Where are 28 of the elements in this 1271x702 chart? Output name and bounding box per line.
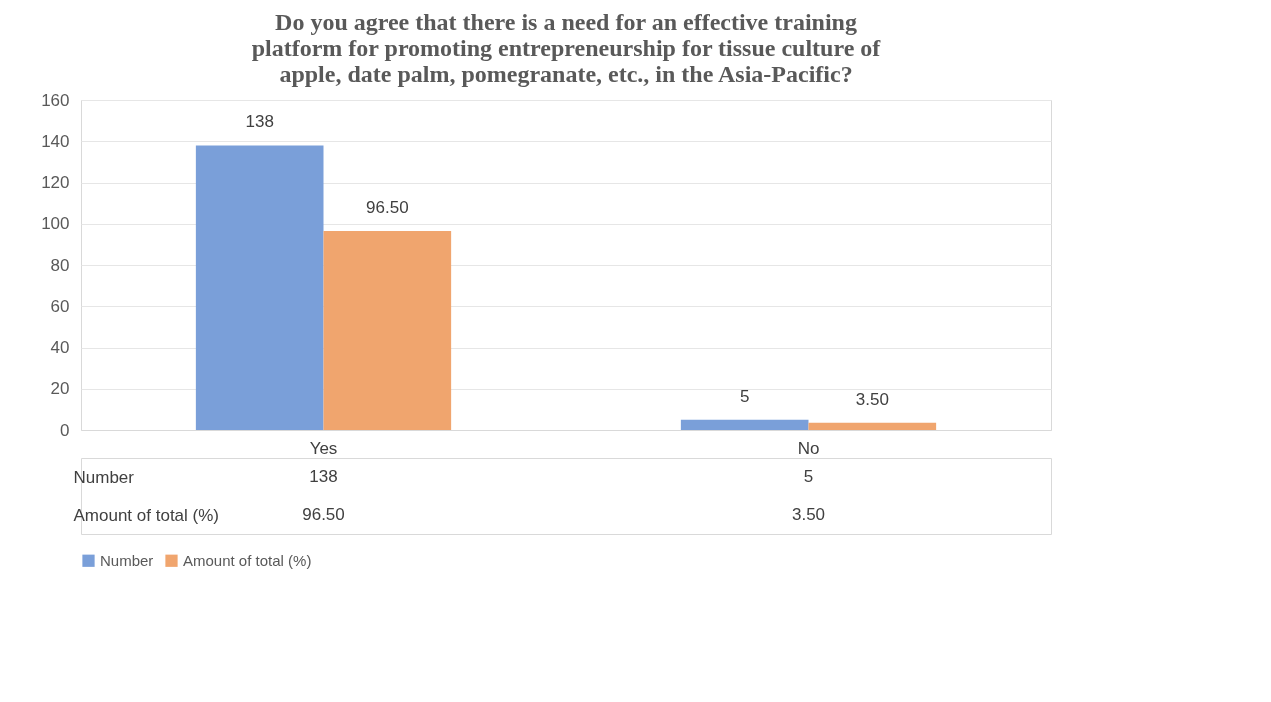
bar xyxy=(323,230,452,430)
y-tick-label: 160 xyxy=(41,90,70,110)
y-tick-label: 60 xyxy=(50,296,70,316)
data-label: 3.50 xyxy=(791,505,826,524)
bar xyxy=(680,419,809,430)
y-tick-label: 120 xyxy=(41,173,70,192)
text: 3.50 xyxy=(855,389,889,409)
text: 5 xyxy=(739,386,750,406)
y-tick-label: 100 xyxy=(41,214,70,234)
text: Amount of total (%) xyxy=(73,505,220,525)
chart-title: Do you agree that there is a need for an effective training platform for promoting entrepreneurship for tissue culture of apple, date palm, pomegranate, etc., in the Asia-Pacific? xyxy=(251,9,882,87)
legend-label: Number xyxy=(100,551,154,569)
data-label: 5 xyxy=(803,467,814,486)
bar xyxy=(195,145,324,430)
y-tick-label: 140 xyxy=(41,131,70,151)
y-tick-label: 40 xyxy=(50,338,70,357)
y-tick-label: 20 xyxy=(50,379,70,399)
data-label: 96.50 xyxy=(302,505,345,524)
y-tick-label: 80 xyxy=(50,255,70,275)
data-label: 138 xyxy=(309,467,338,486)
x-tick-label: No xyxy=(797,438,820,458)
text: 138 xyxy=(245,112,274,132)
legend-label: Amount of total (%) xyxy=(183,551,312,569)
text: Number xyxy=(73,467,134,487)
bar xyxy=(808,422,937,430)
y-tick-label: 0 xyxy=(60,420,70,440)
x-tick-label: Yes xyxy=(309,438,338,458)
text: 96.50 xyxy=(366,197,409,217)
